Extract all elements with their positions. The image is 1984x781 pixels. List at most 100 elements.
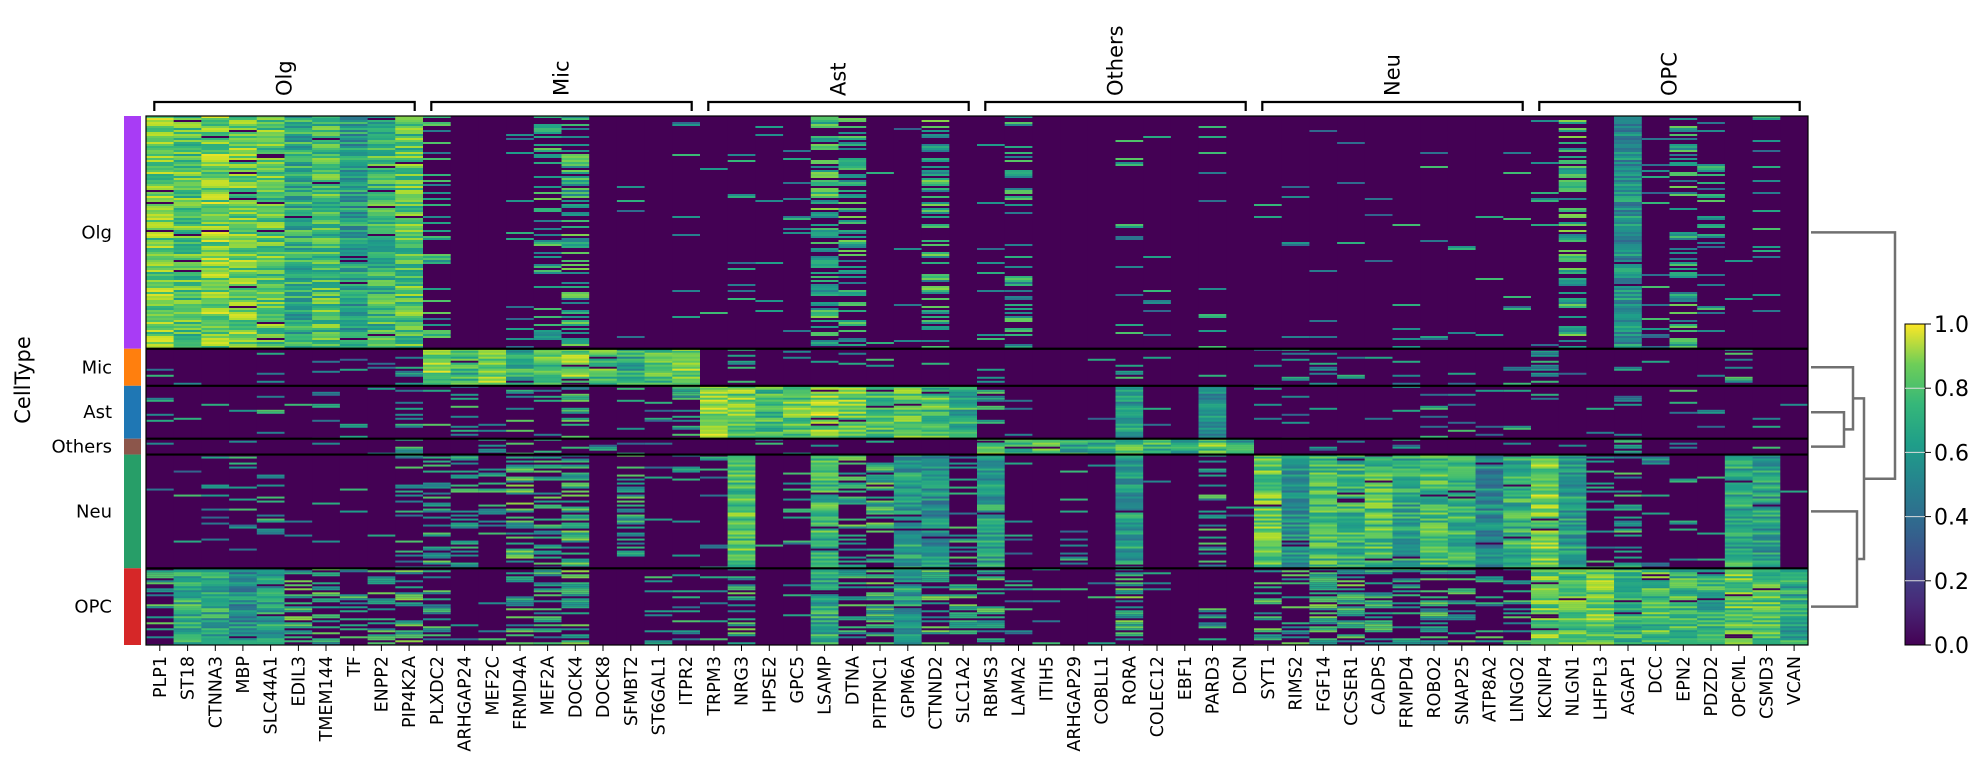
gene-label-frmd4a: FRMD4A [511,656,531,730]
gene-label-st18: ST18 [179,656,199,700]
heatmap-cell [256,348,286,386]
heatmap-cell [589,454,618,569]
heatmap-column-itpr2-olg [672,116,701,349]
heatmap-cell [1198,568,1227,645]
heatmap-cell [1780,348,1808,386]
heatmap-cell [1669,438,1698,455]
gene-label-edil3: EDIL3 [289,656,309,707]
gene-label-lama2: LAMA2 [1010,656,1030,716]
heatmap-cell [1724,385,1754,439]
heatmap-cell [1281,438,1310,455]
heatmap-cell [1060,568,1089,645]
row-label-neu: Neu [76,501,112,522]
heatmap-cell [1364,348,1394,386]
heatmap-column-pard3-olg [1198,116,1227,349]
colorbar-ticks: 0.0 0.2 0.4 0.6 0.8 1.0 [1905,313,1969,659]
heatmap-cell [810,348,840,386]
heatmap-column-robo2-others [1420,438,1449,455]
heatmap-column-gpc5-mic [783,348,812,386]
heatmap-column-dock8-neu [589,454,618,569]
heatmap-cell [1420,116,1449,349]
heatmap-column-frmpd4-others [1392,438,1421,455]
heatmap-column-ctnnd2-opc [921,568,950,645]
heatmap-cell [1060,348,1089,386]
heatmap-column-pitpnc1-neu [866,454,895,569]
heatmap-cell [173,438,202,455]
heatmap-column-ctnnd2-others [921,438,950,455]
heatmap-column-gpc5-olg [783,116,812,349]
heatmap-cell [1641,348,1671,386]
heatmap-column-plp1-ast [146,385,175,439]
heatmap-column-fgf14-mic [1309,348,1338,386]
gene-label-pip4k2a: PIP4K2A [400,656,420,728]
heatmap-column-pitpnc1-others [866,438,895,455]
gene-label-epn2: EPN2 [1674,656,1694,702]
heatmap-column-lama2-olg [1004,116,1033,350]
heatmap-cell [1697,348,1726,386]
heatmap-column-lingo2-ast [1503,385,1532,439]
heatmap-column-csmd3-mic [1752,348,1781,386]
heatmap-column-gpm6a-ast [893,385,923,440]
heatmap-column-dcc-others [1641,438,1671,455]
heatmap-column-vcan-others [1780,438,1808,455]
heatmap-column-frmpd4-neu [1392,454,1421,569]
heatmap-column-epn2-ast [1669,385,1698,439]
heatmap-column-arhgap29-mic [1060,348,1089,386]
heatmap-cell [755,454,784,569]
heatmap-cell [616,385,646,439]
heatmap-column-rora-neu [1115,454,1144,569]
heatmap-column-pard3-others [1198,438,1227,455]
heatmap-cell [1226,568,1255,645]
heatmap-column-lsamp-opc [810,568,840,645]
heatmap-cell [1004,454,1033,569]
heatmap-column-dtna-opc [838,568,867,645]
heatmap-column-st18-ast [173,385,202,439]
heatmap-column-lama2-ast [1004,385,1033,439]
heatmap-column-st6gal1-ast [644,385,673,439]
heatmap-column-pdzd2-mic [1697,348,1726,386]
heatmap-cell [478,116,507,349]
heatmap-cell [1087,116,1117,349]
heatmap-column-gpc5-opc [783,568,812,645]
heatmap-column-dock8-mic [589,348,618,387]
heatmap-column-pdzd2-others [1697,438,1726,455]
heatmap-column-dock8-olg [589,116,618,349]
heatmap-cell [201,438,230,455]
heatmap-cell [700,438,729,455]
heatmap-column-agap1-ast [1614,385,1643,440]
heatmap-column-agap1-opc [1614,568,1643,645]
heatmap-column-arhgap24-others [450,438,479,455]
cell-type-separators [146,347,1808,570]
heatmap-column-slc44a1-neu [256,454,286,569]
heatmap-cell [533,438,563,455]
heatmap-cell [1087,454,1117,569]
heatmap-column-atp8a2-opc [1475,568,1504,645]
gene-label-arhgap29: ARHGAP29 [1065,656,1085,752]
heatmap-column-trpm3-ast [700,385,729,440]
heatmap-column-itpr2-ast [672,385,701,440]
gene-label-colec12: COLEC12 [1148,656,1168,737]
heatmap-column-frmd4a-neu [506,454,535,569]
heatmap-cell [1032,454,1061,569]
heatmap-column-ebf1-mic [1170,348,1200,386]
heatmap-cell [1170,454,1200,569]
heatmap-cell [1475,385,1504,439]
heatmap-cell [1724,438,1754,455]
heatmap-cell [339,348,369,386]
gene-label-dock4: DOCK4 [566,656,586,718]
heatmap-cell [1503,116,1532,349]
heatmap-column-cadps-mic [1364,348,1394,386]
heatmap-column-trpm3-opc [700,568,729,645]
heatmap-column-mbp-neu [229,454,258,569]
heatmap-cell [533,385,563,439]
heatmap-column-tmem144-others [312,438,341,455]
heatmap-column-arhgap29-opc [1060,568,1089,645]
celltype-color-strip [124,116,141,645]
heatmap-column-slc44a1-others [256,438,286,455]
heatmap-cell [1254,116,1283,349]
heatmap-column-dtna-others [838,438,867,455]
heatmap-cell [1115,348,1144,386]
heatmap-cell [1669,454,1698,569]
heatmap-cell [395,385,424,439]
heatmap-column-tf-opc [339,568,369,645]
